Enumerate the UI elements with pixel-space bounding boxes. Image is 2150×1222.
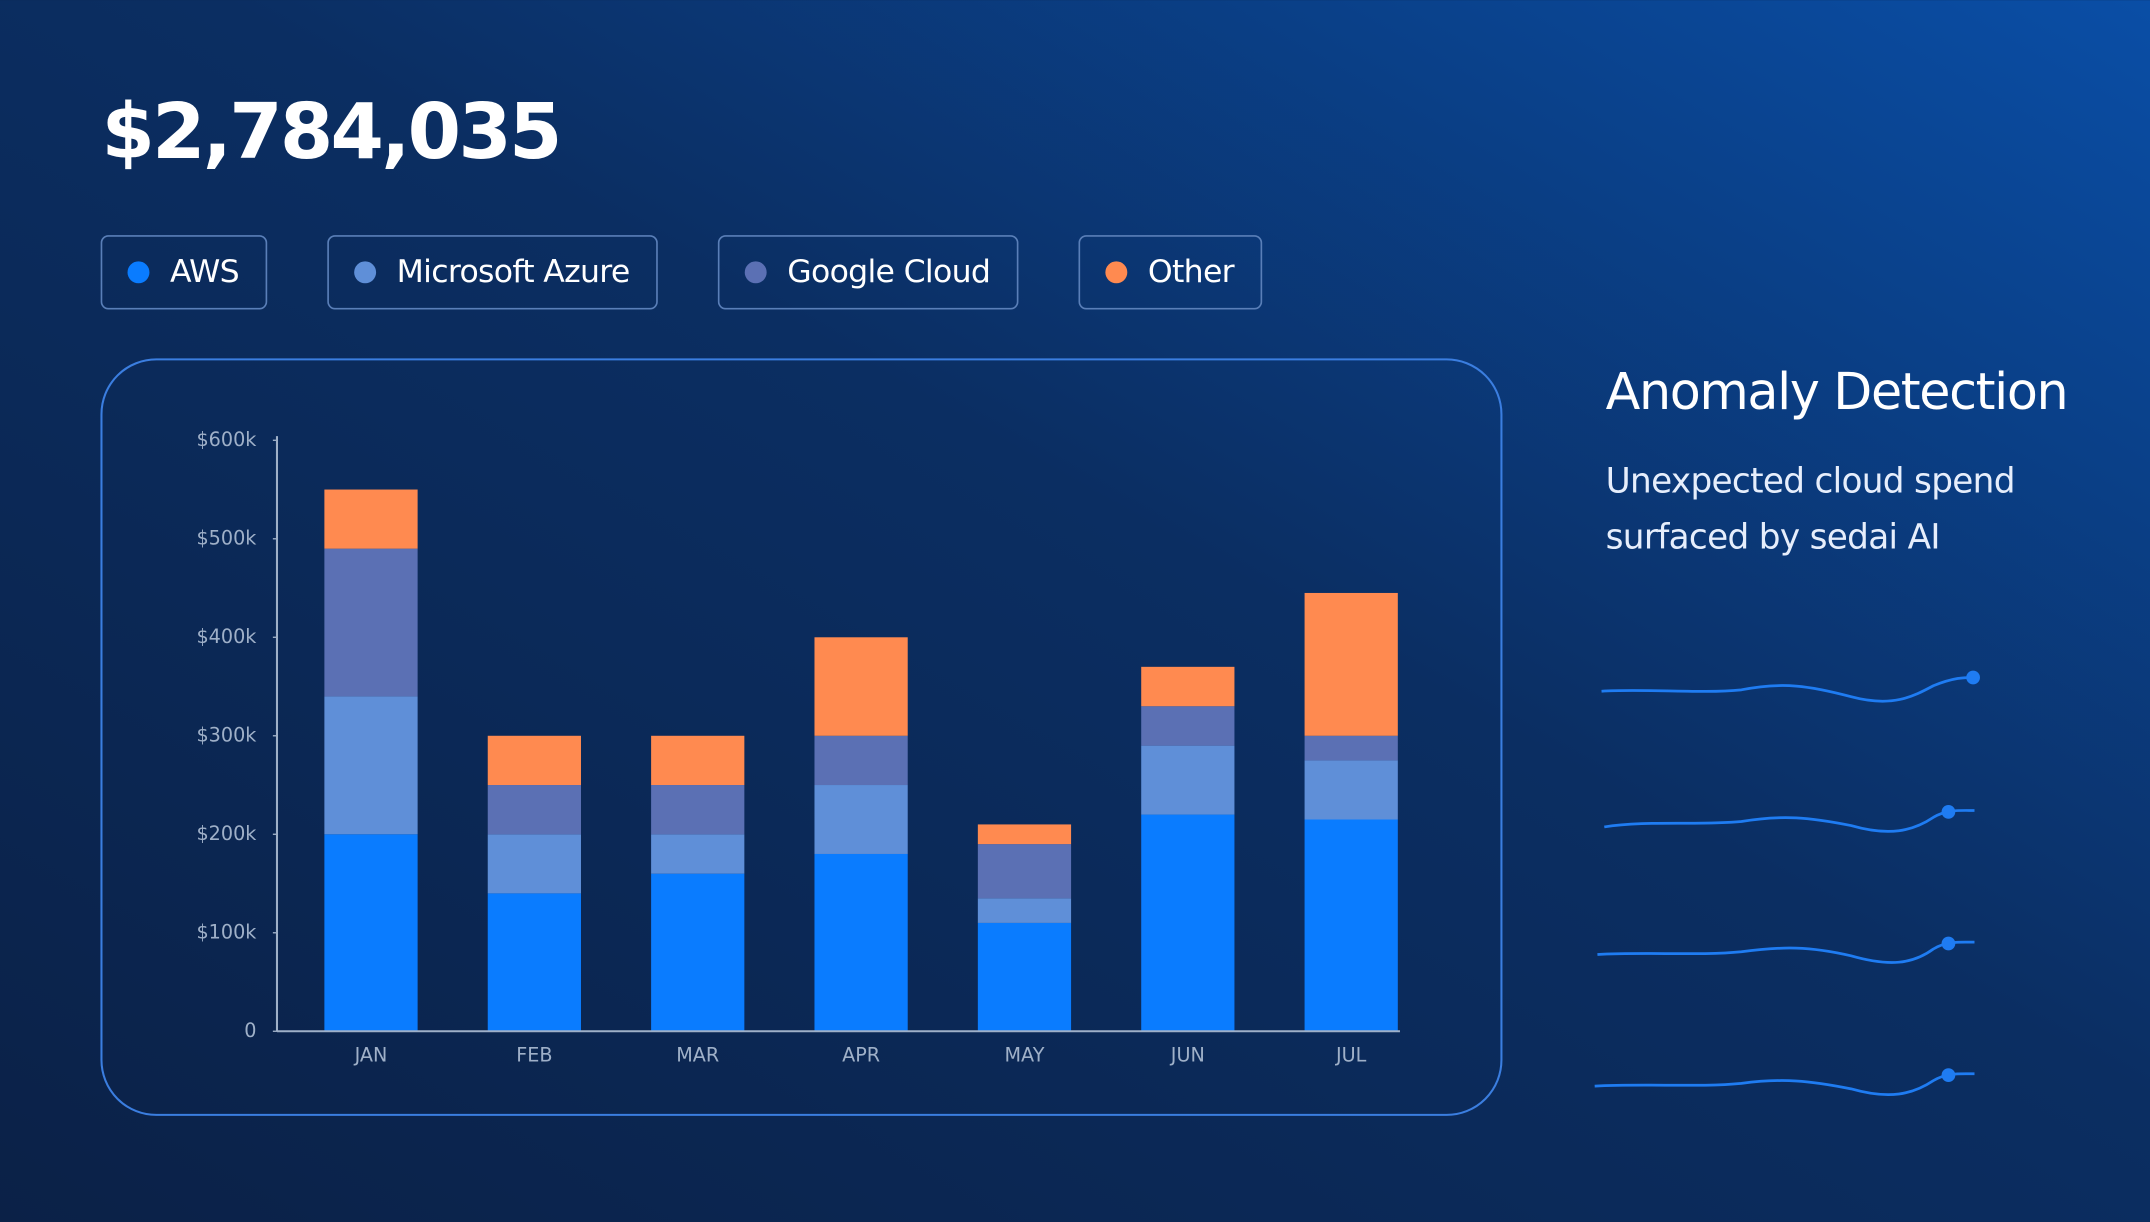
bar-segment xyxy=(814,853,908,1032)
legend-item: AWS xyxy=(100,235,268,310)
bar-segment xyxy=(977,844,1072,899)
chart: 0 $100k $200k $300k $400k $500k $600k JAN FEB MAR… xyxy=(196,428,1400,1066)
legend-label: AWS xyxy=(170,254,239,290)
legend-label: Google Cloud xyxy=(787,254,990,290)
bar-segment xyxy=(487,834,581,894)
bar-segment xyxy=(651,834,745,874)
legend-swatch xyxy=(354,261,377,284)
bar-segment xyxy=(487,893,581,1032)
x-tick-label: MAY xyxy=(1005,1043,1045,1066)
bar-segment xyxy=(977,824,1072,845)
y-tick-label: $200k xyxy=(196,822,257,845)
legend-label: Other xyxy=(1148,254,1235,290)
y-tick-label: $600k xyxy=(196,428,257,451)
sparkline-dot xyxy=(1966,670,1980,685)
legend-item: Microsoft Azure xyxy=(327,235,658,310)
sparklines xyxy=(1594,670,1980,1097)
bar-segment xyxy=(1304,760,1398,820)
bar-segment xyxy=(651,735,745,786)
bar-segment xyxy=(814,785,908,854)
legend-chip xyxy=(1078,235,1263,310)
x-tick-label: JAN xyxy=(354,1043,388,1066)
legend-swatch xyxy=(744,261,767,284)
legend-label: Microsoft Azure xyxy=(397,254,630,290)
bar-segment xyxy=(487,735,581,786)
legend-swatch xyxy=(127,261,150,284)
x-tick-label: JUL xyxy=(1335,1043,1367,1066)
bar-segment xyxy=(1304,592,1398,736)
sparkline-dot xyxy=(1941,805,1956,819)
bar-segment xyxy=(651,873,745,1032)
legend-chip xyxy=(327,235,658,310)
bar-segment xyxy=(487,785,581,835)
x-tick-label: MAR xyxy=(676,1043,719,1066)
bar-segment xyxy=(977,898,1072,923)
bar-segment xyxy=(324,834,418,1032)
x-tick-label: JUN xyxy=(1170,1043,1205,1066)
sparkline xyxy=(1604,809,1975,833)
bar-segment xyxy=(324,548,418,697)
total-spend: $2,784,035 xyxy=(101,88,559,177)
bar-segment xyxy=(814,637,908,736)
x-tick-label: FEB xyxy=(516,1043,552,1066)
bar-segment xyxy=(1141,666,1235,707)
sparkline xyxy=(1601,676,1975,703)
bar-segment xyxy=(651,785,745,835)
sparkline-dot xyxy=(1941,936,1956,951)
sparkline xyxy=(1594,1072,1975,1097)
sidebar-text: surfaced by sedai AI xyxy=(1606,518,1940,558)
x-tick-label: APR xyxy=(842,1043,880,1066)
legend: AWS Microsoft Azure Google Cloud Other xyxy=(100,235,1263,310)
y-tick-label: 0 xyxy=(244,1019,256,1042)
legend-item: Other xyxy=(1078,235,1263,310)
bar-segment xyxy=(977,922,1072,1032)
sparkline xyxy=(1597,940,1975,964)
chart-panel xyxy=(100,358,1503,1116)
y-tick-label: $400k xyxy=(196,625,257,648)
y-tick-label: $300k xyxy=(196,723,257,746)
bar-segment xyxy=(1304,735,1398,761)
bar-segment xyxy=(1141,745,1235,815)
legend-chip xyxy=(717,235,1019,310)
sparkline-dot xyxy=(1941,1068,1956,1082)
bar-segment xyxy=(324,696,418,835)
y-tick-label: $500k xyxy=(196,526,257,549)
bar-segment xyxy=(814,735,908,786)
sidebar-title: Anomaly Detection xyxy=(1606,362,2068,421)
sidebar-text: Unexpected cloud spend xyxy=(1606,461,2015,501)
bar-segment xyxy=(1304,819,1398,1032)
bar-segment xyxy=(1141,706,1235,746)
bar-segment xyxy=(1141,814,1235,1032)
legend-item: Google Cloud xyxy=(717,235,1019,310)
y-tick-label: $100k xyxy=(196,920,257,943)
bar-segment xyxy=(324,489,418,549)
legend-chip xyxy=(100,235,268,310)
legend-swatch xyxy=(1105,261,1128,284)
